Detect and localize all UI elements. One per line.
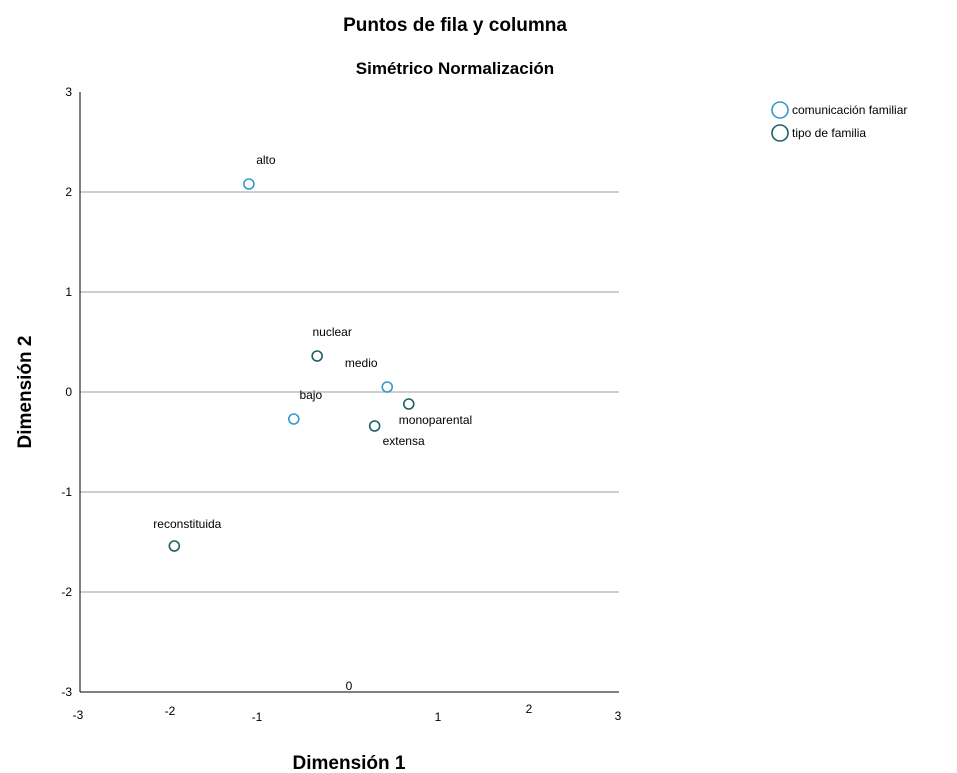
point-label: bajo [299, 388, 322, 402]
x-tick-label: 3 [615, 709, 622, 723]
legend-marker [771, 124, 789, 142]
y-tick-label: 0 [65, 385, 72, 399]
y-tick-label: 2 [65, 185, 72, 199]
x-tick-label: -3 [73, 708, 84, 722]
y-tick-label: -2 [61, 585, 72, 599]
chart-title: Puntos de fila y columna [343, 15, 567, 36]
data-point [243, 178, 255, 190]
data-point [168, 540, 181, 552]
data-point [368, 420, 381, 432]
point-label: medio [345, 356, 378, 370]
x-tick-labels: -3 -2 -1 0 1 2 3 [73, 679, 622, 724]
legend-marker [771, 101, 789, 119]
data-points: alto medio bajo nuclear monoparental extensa r… [153, 153, 472, 552]
y-tick-label: -1 [61, 485, 72, 499]
legend-label: tipo de familia [792, 126, 866, 140]
point-label: monoparental [399, 413, 472, 427]
data-point [311, 350, 323, 362]
data-point [288, 413, 300, 425]
legend: comunicación familiar tipo de familia [771, 101, 907, 142]
gridlines [80, 191, 619, 593]
point-label: extensa [383, 434, 425, 448]
x-tick-label: 1 [435, 710, 442, 724]
x-tick-label: -2 [165, 704, 176, 718]
x-axis-title: Dimensión 1 [293, 753, 406, 773]
y-axis-title: Dimensión 2 [15, 336, 36, 449]
y-tick-label: 3 [65, 85, 72, 99]
point-label: alto [256, 153, 276, 167]
point-label: nuclear [312, 325, 351, 339]
y-tick-labels: 3 2 1 0 -1 -2 -3 [61, 85, 72, 699]
data-point [381, 381, 394, 393]
x-tick-label: 0 [346, 679, 353, 693]
point-label: reconstituida [153, 517, 221, 531]
data-point [402, 398, 415, 410]
x-tick-label: 2 [526, 702, 533, 716]
y-tick-label: 1 [65, 285, 72, 299]
legend-label: comunicación familiar [792, 103, 907, 117]
y-tick-label: -3 [61, 685, 72, 699]
chart-subtitle: Simétrico Normalización [356, 59, 554, 78]
x-tick-label: -1 [252, 710, 263, 724]
